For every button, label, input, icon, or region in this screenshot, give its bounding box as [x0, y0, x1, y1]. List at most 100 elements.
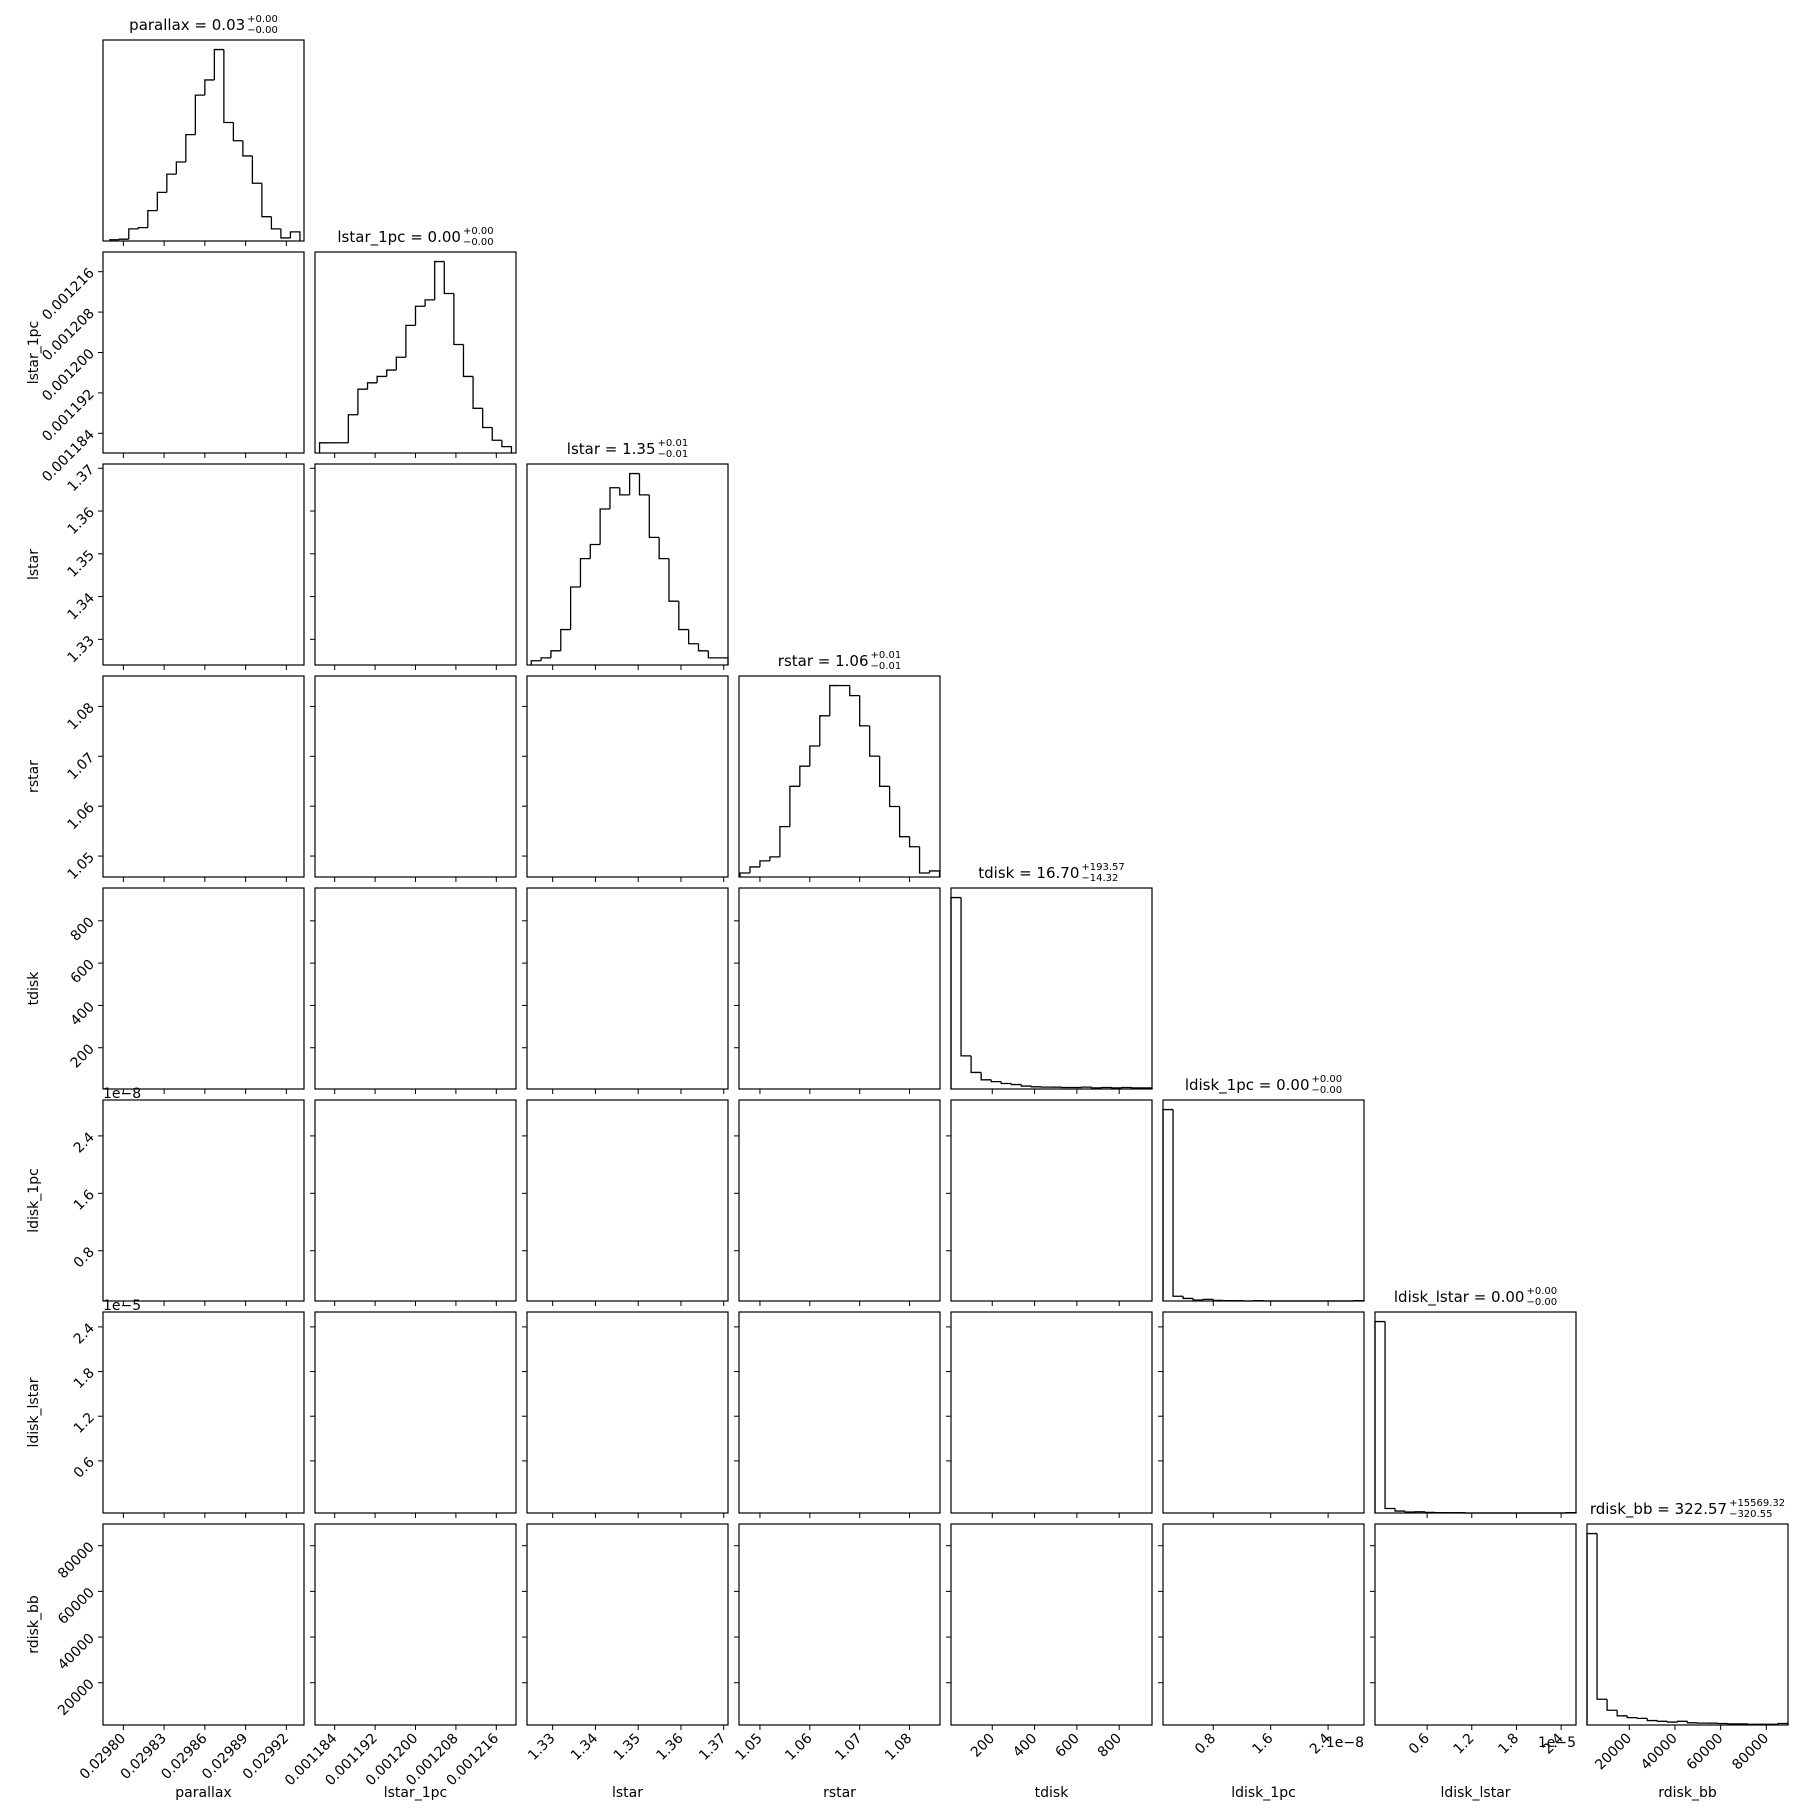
- y-tick-label: 1.06: [64, 800, 97, 833]
- histogram-bin: [589, 543, 601, 559]
- histogram-bin: [1374, 1320, 1386, 1513]
- histogram-bin: [443, 261, 454, 295]
- y-tick-label: 600: [68, 957, 98, 987]
- x-tick-label: 1.8: [1495, 1731, 1522, 1758]
- histogram-bin: [1616, 1710, 1628, 1717]
- y-axis-label: lstar: [26, 549, 42, 580]
- histogram-bin: [707, 650, 719, 659]
- panel-frame: [738, 675, 941, 878]
- histogram-bin: [879, 756, 890, 787]
- panel-frame: [314, 1099, 517, 1302]
- x-axis-label: parallax: [175, 1785, 231, 1801]
- x-axis-label: lstar: [612, 1785, 643, 1801]
- histogram-bin: [376, 375, 387, 383]
- panel-frame: [950, 1523, 1153, 1726]
- histogram-bin: [628, 472, 640, 495]
- y-tick-label: 1.33: [64, 633, 97, 666]
- histogram-bin: [414, 305, 426, 326]
- y-tick-label: 80000: [55, 1539, 98, 1582]
- histogram-bin: [242, 140, 253, 157]
- title-lower: −320.55: [1729, 1509, 1772, 1520]
- histogram-bin: [213, 48, 224, 80]
- x-tick-label: 0.6: [1406, 1730, 1433, 1757]
- histogram-bin: [251, 155, 262, 184]
- panel-frame: [950, 1311, 1153, 1514]
- histogram-bin: [648, 494, 660, 539]
- x-axis-label: rdisk_bb: [1658, 1785, 1717, 1801]
- title: tdisk = 16.70: [978, 864, 1079, 882]
- histogram-bin: [1636, 1717, 1648, 1720]
- histogram-bin: [1000, 1081, 1012, 1085]
- y-tick-label: 200: [68, 1041, 98, 1071]
- histogram-bin: [175, 161, 186, 175]
- histogram-bin: [501, 440, 513, 453]
- y-axis-label: ldisk_lstar: [26, 1377, 42, 1447]
- panel-frame: [314, 887, 517, 1090]
- y-axis-label: tdisk: [26, 971, 42, 1006]
- histogram-bin: [482, 408, 493, 429]
- panel-frame: [738, 1523, 941, 1726]
- panel-frame: [102, 675, 305, 878]
- x-offset-label: 1e−8: [1326, 1735, 1364, 1751]
- histogram-bin: [1656, 1720, 1668, 1722]
- y-axis-label: lstar_1pc: [26, 321, 42, 385]
- x-offset-label: 1e−5: [1538, 1735, 1576, 1751]
- histogram-bin: [530, 660, 542, 665]
- panel-frame: [738, 1311, 941, 1514]
- title-upper: +0.01: [871, 650, 902, 661]
- histogram-bin: [156, 191, 167, 211]
- histogram-bin: [1141, 1087, 1153, 1089]
- histogram-bin: [579, 558, 591, 588]
- panel-frame: [102, 1099, 305, 1302]
- panel-frame: [526, 1311, 729, 1514]
- histogram-bin: [1010, 1083, 1022, 1086]
- y-axis-label: rstar: [26, 760, 42, 793]
- y-axis-label: rdisk_bb: [26, 1595, 42, 1654]
- histogram-bin: [990, 1079, 1002, 1083]
- x-tick-label: 1.6: [1249, 1730, 1276, 1757]
- histogram-bin: [869, 725, 880, 757]
- y-tick-label: 800: [68, 914, 98, 944]
- y-axis-label: ldisk_1pc: [26, 1168, 42, 1233]
- panel-frame: [314, 251, 517, 454]
- histogram-bin: [779, 825, 790, 857]
- x-axis-label: ldisk_1pc: [1231, 1785, 1296, 1801]
- x-axis-label: rstar: [823, 1785, 856, 1801]
- histogram-bin: [1404, 1511, 1416, 1513]
- histogram-bin: [204, 79, 215, 96]
- panel-frame: [1374, 1523, 1577, 1726]
- histogram-bin: [491, 427, 502, 441]
- panel-frame: [1586, 1523, 1789, 1726]
- histogram-bin: [147, 209, 158, 228]
- histogram-bin: [232, 122, 243, 142]
- y-tick-label: 1.07: [64, 750, 97, 783]
- y-tick-label: 400: [68, 999, 98, 1029]
- title: ldisk_lstar = 0.00: [1394, 1288, 1525, 1307]
- histogram-bin: [280, 228, 291, 239]
- y-tick-label: 0.8: [71, 1244, 98, 1271]
- histogram-bin: [678, 601, 689, 631]
- histogram-bin: [970, 1055, 982, 1074]
- y-tick-label: 20000: [55, 1676, 98, 1719]
- y-tick-label: 2.4: [71, 1320, 98, 1347]
- histogram-bin: [688, 629, 699, 645]
- histogram-bin: [638, 473, 650, 496]
- histogram-bin: [849, 685, 860, 697]
- histogram-bin: [928, 870, 941, 877]
- y-tick-label: 1.6: [71, 1187, 98, 1214]
- histogram-bin: [357, 388, 368, 415]
- histogram-bin: [472, 376, 483, 409]
- y-tick-label: 1.05: [64, 850, 97, 883]
- title: lstar = 1.35: [567, 440, 656, 458]
- histogram-bin: [1384, 1321, 1396, 1510]
- histogram-bin: [799, 765, 810, 787]
- histogram-bin: [434, 260, 445, 300]
- x-tick-label: 40000: [1638, 1731, 1681, 1774]
- histogram-bin: [166, 173, 177, 193]
- panel-frame: [738, 887, 941, 1090]
- histogram-bin: [980, 1072, 992, 1081]
- y-tick-label: 1.36: [64, 504, 97, 537]
- panel-frame: [102, 39, 305, 242]
- y-offset-label: 1e−8: [103, 1086, 141, 1102]
- histogram-bin: [908, 836, 920, 848]
